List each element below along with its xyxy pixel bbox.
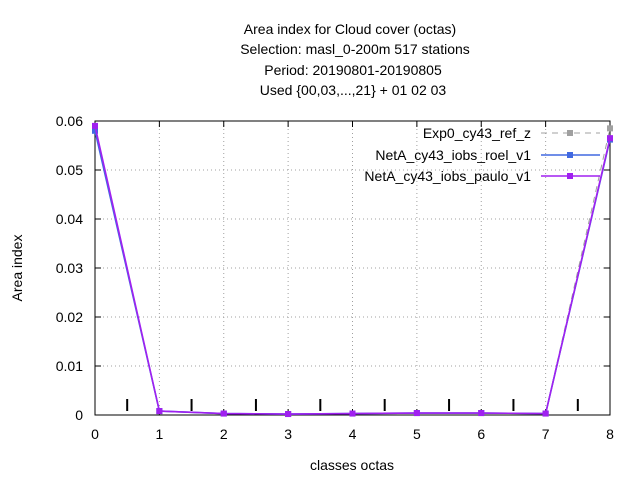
- data-point: [156, 408, 163, 415]
- legend-marker: [567, 152, 573, 158]
- legend-item-2: NetA_cy43_iobs_roel_v1: [375, 147, 600, 163]
- chart-title: Area index for Cloud cover (octas) Selec…: [240, 21, 470, 98]
- x-tick-label: 8: [606, 426, 614, 442]
- grid: [95, 121, 610, 415]
- x-tick-label: 2: [220, 426, 228, 442]
- data-point: [478, 410, 485, 417]
- title-line-3: Period: 20190801-20190805: [264, 62, 442, 78]
- legend-marker: [567, 130, 573, 136]
- series-layer: [92, 122, 613, 418]
- title-line-2: Selection: masl_0-200m 517 stations: [240, 41, 470, 57]
- class-marker-ticks: [126, 399, 579, 411]
- data-point: [542, 410, 549, 417]
- data-point: [349, 410, 356, 417]
- legend-marker: [567, 173, 573, 179]
- y-tick-label: 0.01: [56, 358, 83, 374]
- x-tick-label: 4: [349, 426, 357, 442]
- y-axis-label: Area index: [9, 235, 25, 302]
- x-tick-label: 0: [91, 426, 99, 442]
- series-line: [94, 128, 611, 415]
- legend-label: NetA_cy43_iobs_roel_v1: [375, 147, 531, 163]
- x-axis-label: classes octas: [310, 457, 394, 473]
- legend-label: Exp0_cy43_ref_z: [423, 125, 531, 141]
- x-tick-label: 5: [413, 426, 421, 442]
- y-tick-label: 0: [75, 407, 83, 423]
- data-point: [220, 410, 227, 417]
- legend-label: NetA_cy43_iobs_paulo_v1: [364, 168, 531, 184]
- data-point: [413, 410, 420, 417]
- data-point: [607, 135, 613, 142]
- legend: Exp0_cy43_ref_z NetA_cy43_iobs_roel_v1 Net…: [364, 125, 600, 184]
- y-tick-label: 0.04: [56, 211, 83, 227]
- title-line-4: Used {00,03,...,21} + 01 02 03: [260, 82, 447, 98]
- x-tick-label: 3: [284, 426, 292, 442]
- legend-item-1: Exp0_cy43_ref_z: [423, 125, 600, 141]
- x-tick-label: 1: [155, 426, 163, 442]
- y-tick-label: 0.03: [56, 260, 83, 276]
- y-tick-labels: 0 0.01 0.02 0.03 0.04 0.05 0.06: [56, 113, 610, 423]
- legend-item-3: NetA_cy43_iobs_paulo_v1: [364, 168, 600, 184]
- series-3: [92, 122, 613, 418]
- data-point: [607, 125, 613, 132]
- y-tick-label: 0.06: [56, 113, 83, 129]
- y-tick-label: 0.02: [56, 309, 83, 325]
- y-tick-label: 0.05: [56, 162, 83, 178]
- x-tick-label: 6: [477, 426, 485, 442]
- x-tick-label: 7: [542, 426, 550, 442]
- data-point: [92, 122, 98, 129]
- data-point: [285, 411, 292, 418]
- data-point: [92, 127, 98, 134]
- title-line-1: Area index for Cloud cover (octas): [244, 21, 456, 37]
